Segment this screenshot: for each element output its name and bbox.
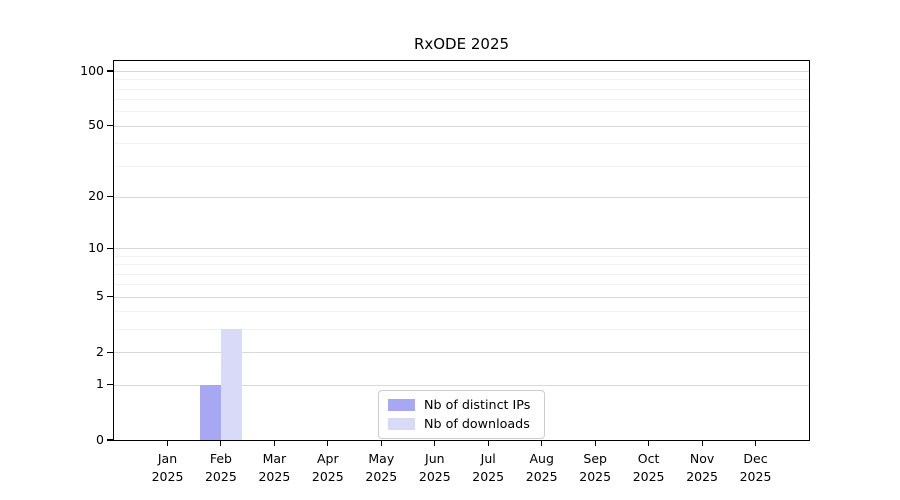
y-tick-label-50: 50 [88,117,104,133]
y-tick-label-1: 1 [96,376,104,392]
x-tick-label-line: 2025 [151,469,184,485]
legend-item-downloads: Nb of downloads [388,415,535,431]
x-tick-mark-jan-2025 [166,441,169,446]
bar-nb-of-distinct-ips-feb-2025 [199,384,221,440]
x-tick-label-jul-2025: Jul 2025 [448,450,528,486]
legend: Nb of distinct IPs Nb of downloads [378,390,545,439]
x-tick-mark-apr-2025 [327,441,329,446]
x-tick-mark-sep-2025 [594,441,596,446]
x-tick-label-jun-2025: Jun 2025 [395,450,475,486]
x-tick-label-line: Jun [425,451,445,466]
x-tick-label-line: Nov [689,451,715,466]
x-tick-label-line: 2025 [472,469,505,485]
legend-label-downloads: Nb of downloads [424,415,530,431]
gridline-minor-70 [114,99,809,101]
y-tick-mark-5 [107,296,113,298]
x-tick-mark-mar-2025 [273,441,275,446]
x-tick-label-line: 2025 [418,469,451,485]
x-tick-label-line: 2025 [739,469,772,485]
x-tick-label-oct-2025: Oct 2025 [609,450,689,486]
legend-swatch-downloads [388,417,415,430]
y-tick-mark-50 [107,125,113,127]
y-tick-label-10: 10 [88,239,104,255]
x-tick-label-apr-2025: Apr 2025 [288,450,368,486]
x-tick-mark-jun-2025 [434,441,436,446]
x-tick-label-line: Dec [743,451,768,466]
y-tick-mark-100 [107,70,113,72]
x-tick-mark-nov-2025 [701,441,703,446]
gridline-major-10 [114,248,809,250]
y-tick-label-100: 100 [80,62,104,78]
x-tick-label-line: 2025 [204,469,237,485]
gridline-minor-80 [114,88,809,90]
legend-label-distinct-ips: Nb of distinct IPs [424,397,531,412]
y-tick-mark-2 [107,351,113,353]
x-tick-label-aug-2025: Aug 2025 [502,450,582,486]
gridline-minor-90 [114,79,809,81]
bar-nb-of-downloads-feb-2025 [220,329,243,440]
y-tick-mark-10 [107,247,113,249]
x-tick-label-line: Apr [316,451,339,466]
gridline-minor-7 [114,273,809,275]
x-tick-label-sep-2025: Sep 2025 [555,450,635,486]
x-tick-label-line: Mar [262,451,287,466]
gridline-minor-3 [114,329,809,331]
x-tick-label-line: 2025 [525,469,558,485]
y-tick-mark-1 [107,384,113,386]
y-tick-mark-0 [107,439,113,441]
x-tick-label-line: Aug [529,451,554,466]
x-tick-mark-may-2025 [380,441,382,446]
y-tick-label-5: 5 [96,288,104,304]
x-tick-label-line: Feb [209,451,232,466]
gridline-minor-6 [114,284,809,286]
y-tick-label-0: 0 [96,431,104,447]
x-tick-label-line: 2025 [686,469,718,485]
x-tick-label-may-2025: May 2025 [341,450,421,486]
gridline-major-20 [114,196,809,198]
x-tick-label-line: 2025 [579,469,612,485]
x-tick-label-mar-2025: Mar 2025 [234,450,314,486]
y-tick-mark-20 [107,196,113,198]
legend-swatch-distinct-ips [388,398,415,411]
x-tick-label-line: 2025 [365,469,398,485]
x-tick-label-line: 2025 [311,469,344,485]
gridline-major-2 [114,352,809,354]
chart-title: RxODE 2025 [413,35,510,53]
plot-area: Nb of distinct IPs Nb of downloads [113,60,810,441]
x-tick-label-line: Jul [480,451,496,466]
x-tick-label-line: 2025 [258,469,291,485]
x-tick-mark-oct-2025 [648,441,650,446]
gridline-minor-4 [114,311,809,313]
x-tick-mark-feb-2025 [220,441,222,446]
y-tick-label-20: 20 [88,188,104,204]
x-tick-mark-aug-2025 [541,441,543,446]
legend-item-distinct-ips: Nb of distinct IPs [388,398,535,412]
gridline-major-100 [114,71,809,72]
gridline-minor-40 [114,143,809,145]
x-tick-label-line: Jan [157,451,178,466]
gridline-major-1 [114,384,809,386]
x-tick-label-line: Oct [637,451,660,466]
x-tick-mark-dec-2025 [754,441,757,446]
x-tick-label-line: Sep [583,451,607,466]
gridline-minor-30 [114,165,809,167]
x-tick-label-line: 2025 [632,469,665,485]
x-tick-label-jan-2025: Jan 2025 [128,450,208,486]
x-tick-label-dec-2025: Dec 2025 [716,450,796,486]
x-tick-label-feb-2025: Feb 2025 [181,450,261,486]
gridline-major-50 [114,125,809,127]
gridline-minor-60 [114,111,809,113]
gridline-major-5 [114,296,809,298]
gridline-minor-9 [114,255,809,257]
x-tick-mark-jul-2025 [487,441,489,446]
x-tick-label-line: May [368,451,395,466]
x-tick-label-nov-2025: Nov 2025 [662,450,742,486]
y-tick-label-2: 2 [96,343,104,359]
gridline-minor-8 [114,264,809,266]
